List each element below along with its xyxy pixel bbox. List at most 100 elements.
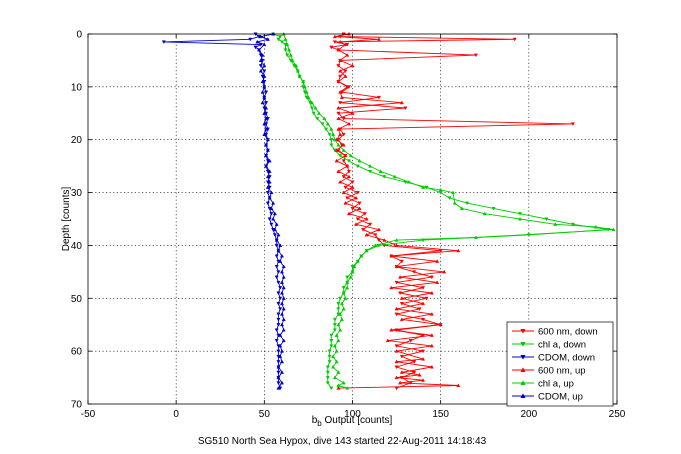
data-point	[329, 143, 334, 148]
x-axis-label: bb Output [counts]	[312, 415, 393, 428]
data-point	[473, 53, 478, 58]
data-point	[336, 322, 341, 327]
data-point	[399, 296, 404, 300]
data-point	[294, 63, 299, 68]
data-point	[265, 148, 270, 152]
data-point	[373, 243, 378, 247]
data-point	[320, 122, 325, 126]
data-point	[336, 105, 341, 110]
data-point	[343, 74, 348, 78]
legend-marker	[520, 367, 526, 373]
data-point	[276, 317, 281, 322]
data-point	[329, 386, 334, 391]
data-point	[276, 302, 281, 306]
data-point	[279, 40, 284, 45]
data-point	[459, 206, 464, 210]
data-point	[248, 37, 253, 42]
data-point	[385, 338, 390, 343]
data-point	[338, 179, 343, 184]
data-point	[274, 222, 279, 226]
data-point	[278, 333, 283, 337]
data-point	[338, 296, 343, 301]
legend-label: chl a, down	[538, 339, 586, 350]
data-point	[357, 201, 362, 206]
data-point	[341, 306, 346, 311]
data-point	[345, 386, 350, 390]
data-point	[346, 174, 351, 179]
data-point	[258, 34, 263, 39]
data-point	[279, 290, 284, 295]
data-point	[364, 248, 369, 253]
data-point	[570, 222, 575, 227]
data-point	[350, 206, 355, 211]
data-point	[262, 111, 267, 115]
data-point	[332, 343, 337, 348]
data-point	[278, 259, 283, 263]
data-point	[429, 364, 434, 369]
data-point	[421, 356, 426, 361]
legend-label: CDOM, up	[538, 391, 583, 402]
data-point	[278, 296, 283, 301]
data-point	[338, 74, 343, 79]
data-point	[265, 191, 270, 195]
data-point	[316, 111, 322, 115]
data-point	[394, 243, 399, 247]
data-point	[281, 306, 286, 311]
data-point	[350, 63, 355, 68]
data-point	[345, 196, 350, 200]
legend-marker	[520, 380, 526, 386]
figure-caption: SG510 North Sea Hypox, dive 143 started …	[198, 436, 487, 447]
y-tick-label: 0	[76, 30, 82, 41]
data-point	[336, 47, 341, 52]
legend-label: 600 nm, up	[538, 365, 586, 376]
data-point	[345, 275, 350, 280]
data-point	[276, 312, 281, 317]
data-point	[274, 275, 279, 280]
data-point	[255, 39, 260, 44]
y-tick-label: 70	[71, 400, 83, 411]
data-point	[272, 227, 277, 232]
data-point	[357, 206, 362, 210]
legend-label: CDOM, down	[538, 352, 595, 363]
legend-entry: CDOM, up	[512, 391, 583, 402]
data-point	[376, 37, 381, 41]
data-point	[281, 296, 286, 300]
x-tick-label: 50	[259, 409, 271, 420]
data-point	[336, 386, 341, 390]
data-point	[338, 58, 343, 62]
data-point	[354, 222, 359, 226]
data-point	[346, 121, 351, 126]
data-point	[417, 372, 422, 377]
data-point	[338, 132, 343, 136]
data-point	[570, 122, 575, 126]
data-point	[331, 132, 336, 136]
data-point	[264, 153, 269, 158]
legend-entry: CDOM, down	[512, 352, 595, 363]
data-point	[265, 201, 270, 206]
data-point	[517, 216, 523, 221]
legend-marker	[520, 393, 526, 399]
data-point	[327, 360, 332, 364]
data-point	[332, 323, 337, 327]
y-tick-label: 20	[71, 135, 83, 146]
data-point	[271, 216, 276, 221]
data-point	[359, 253, 364, 258]
data-point	[346, 169, 351, 174]
data-point	[352, 264, 357, 269]
data-point	[473, 235, 478, 240]
data-point	[260, 90, 265, 94]
data-point	[278, 35, 283, 39]
data-point	[341, 148, 346, 152]
data-point	[450, 190, 456, 195]
data-point	[264, 105, 269, 110]
data-point	[355, 164, 360, 169]
data-point	[262, 121, 267, 126]
data-point	[278, 354, 283, 358]
data-point	[262, 69, 267, 74]
data-point	[593, 224, 598, 229]
data-point	[336, 169, 341, 173]
data-point	[338, 327, 343, 332]
data-point	[267, 169, 272, 173]
data-point	[325, 365, 330, 370]
legend-marker	[520, 328, 526, 334]
